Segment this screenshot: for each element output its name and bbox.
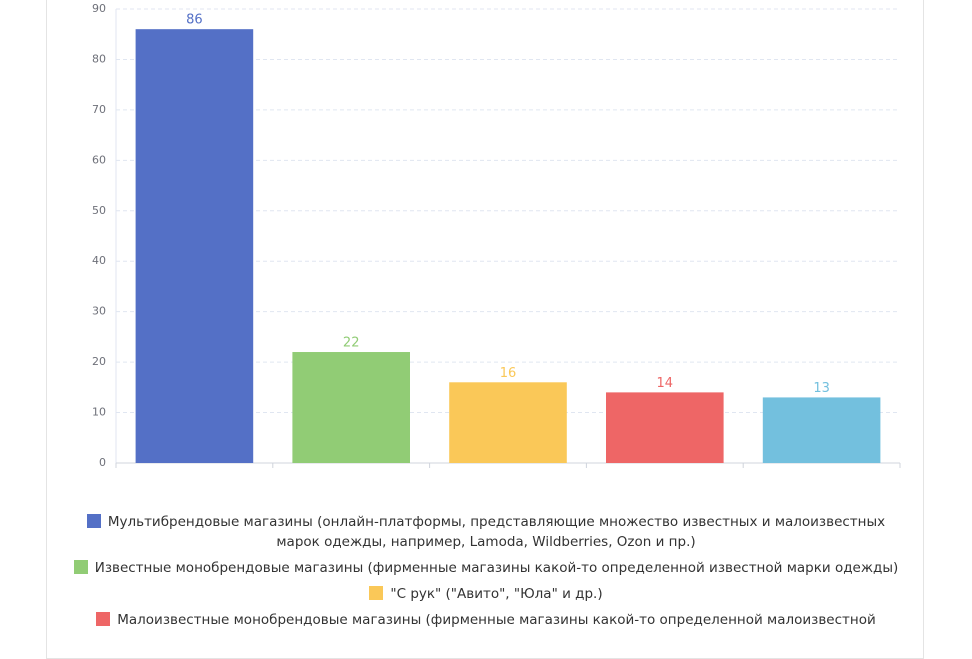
y-tick-label: 40 [92,254,106,267]
value-label: 86 [186,13,203,28]
y-tick-label: 50 [92,204,106,217]
value-label: 14 [657,376,674,391]
legend: Мультибрендовые магазины (онлайн-платфор… [71,512,901,636]
y-tick-label: 70 [92,103,106,116]
legend-label: "С рук" ("Авито", "Юла" и др.) [390,586,603,602]
y-tick-label: 90 [92,2,106,15]
legend-entry: Мультибрендовые магазины (онлайн-платфор… [71,512,901,552]
legend-swatch [369,586,384,600]
value-label: 16 [500,366,517,381]
bar [606,392,724,463]
y-tick-label: 10 [92,406,106,419]
value-label: 13 [813,381,830,396]
legend-swatch [86,514,101,528]
y-tick-label: 30 [92,305,106,318]
legend-entry: Известные монобрендовые магазины (фирмен… [71,558,901,578]
value-label: 22 [343,336,360,351]
bar [449,382,567,463]
y-tick-label: 80 [92,52,106,65]
chart: 0 10 20 30 40 50 60 70 80 90 86 22 16 14 13 [92,2,901,469]
bar [762,397,881,463]
y-tick-label: 60 [92,153,106,166]
legend-swatch [96,612,111,626]
legend-entry: "С рук" ("Авито", "Юла" и др.) [71,584,901,604]
y-tick-label: 20 [92,355,106,368]
legend-swatch [73,560,88,574]
y-tick-label: 0 [99,456,106,469]
legend-label: Мультибрендовые магазины (онлайн-платфор… [107,514,886,550]
bar [292,352,410,463]
legend-label: Малоизвестные монобрендовые магазины (фи… [117,612,876,628]
legend-label: Известные монобрендовые магазины (фирмен… [94,560,899,576]
bar [135,29,254,464]
legend-entry: Малоизвестные монобрендовые магазины (фи… [71,610,901,630]
